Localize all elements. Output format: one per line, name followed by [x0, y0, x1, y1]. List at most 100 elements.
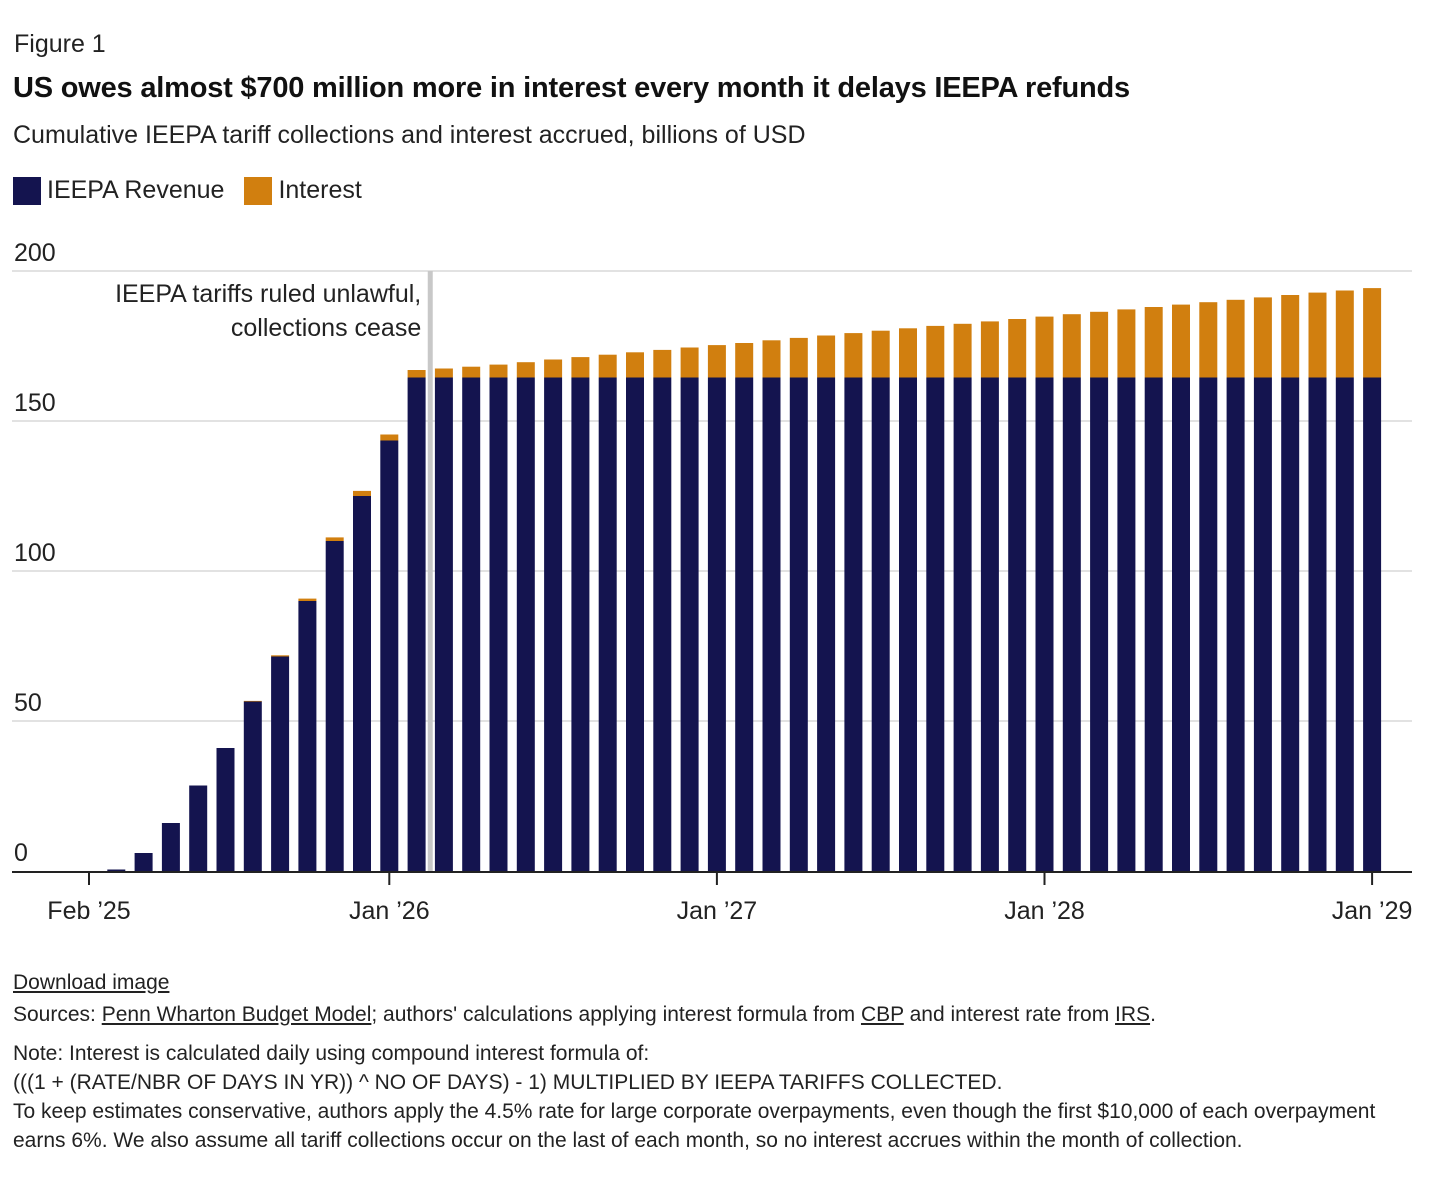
bar-interest	[735, 343, 754, 378]
bar-interest	[271, 655, 290, 657]
chart-subtitle: Cumulative IEEPA tariff collections and …	[13, 121, 806, 149]
bar-revenue	[762, 377, 781, 871]
bar-interest	[980, 321, 999, 378]
x-tick-label: Feb ’25	[47, 897, 130, 925]
bar-interest	[817, 335, 836, 378]
bar-interest	[407, 370, 426, 378]
y-tick-label: 50	[14, 689, 42, 717]
bar-revenue	[544, 377, 563, 871]
sources-mid-2: and interest rate from	[903, 1003, 1116, 1026]
note-line-2: (((1 + (RATE/NBR OF DAYS IN YR)) ^ NO OF…	[13, 1071, 1003, 1094]
bar-revenue	[735, 377, 754, 871]
bar-revenue	[271, 656, 290, 871]
bar-revenue	[380, 440, 399, 871]
legend-label-interest: Interest	[278, 176, 362, 204]
note-block: Note: Interest is calculated daily using…	[13, 1039, 1428, 1155]
legend-item-revenue: IEEPA Revenue	[13, 176, 224, 205]
bar-revenue	[216, 748, 235, 871]
legend-swatch-revenue	[13, 176, 41, 205]
bar-interest	[353, 490, 371, 496]
bar-revenue	[953, 377, 972, 871]
bar-interest	[1117, 309, 1136, 378]
bar-interest	[243, 700, 262, 702]
y-tick-label: 150	[14, 389, 56, 417]
chart-title: US owes almost $700 million more in inte…	[13, 72, 1130, 104]
bar-revenue	[161, 823, 180, 871]
note-line-3: To keep estimates conservative, authors …	[13, 1100, 1376, 1152]
sources-end: .	[1150, 1003, 1156, 1026]
y-tick-label: 100	[14, 539, 56, 567]
bar-interest	[1335, 290, 1354, 378]
bar-interest	[1199, 302, 1218, 378]
bar-revenue	[1281, 377, 1300, 871]
bar-revenue	[1144, 377, 1163, 871]
bar-revenue	[1308, 377, 1327, 871]
bar-revenue	[462, 377, 481, 871]
bar-interest	[1363, 288, 1382, 378]
bar-revenue	[434, 377, 453, 871]
bar-revenue	[107, 869, 126, 871]
bar-interest	[544, 359, 563, 378]
bar-interest	[653, 349, 672, 378]
annotation-line-1: IEEPA tariffs ruled unlawful,	[115, 280, 421, 308]
bar-interest	[1062, 314, 1081, 378]
bar-revenue	[1253, 377, 1272, 871]
bar-revenue	[598, 377, 617, 871]
bar-interest	[1172, 304, 1190, 378]
bar-interest	[1281, 295, 1300, 378]
bar-revenue	[844, 377, 863, 871]
source-link-irs[interactable]: IRS	[1115, 1003, 1151, 1026]
sources-line: Sources: Penn Wharton Budget Model; auth…	[13, 1003, 1156, 1027]
y-tick-label: 0	[14, 839, 28, 867]
bar-revenue	[134, 853, 153, 871]
bar-revenue	[789, 377, 808, 871]
bar-interest	[598, 354, 617, 378]
bar-interest	[926, 325, 945, 378]
bar-interest	[1035, 316, 1054, 378]
bar-revenue	[298, 601, 317, 871]
bars	[107, 288, 1382, 871]
bar-revenue	[325, 541, 344, 871]
bar-revenue	[1008, 377, 1027, 871]
bar-revenue	[1117, 377, 1136, 871]
bar-interest	[489, 364, 508, 378]
bar-interest	[1253, 297, 1272, 378]
bar-revenue	[980, 377, 999, 871]
y-tick-label: 200	[14, 239, 56, 267]
bar-revenue	[1363, 377, 1382, 871]
bar-revenue	[353, 496, 371, 871]
bar-revenue	[626, 377, 644, 871]
bar-interest	[1090, 311, 1109, 378]
bar-revenue	[680, 377, 699, 871]
bar-interest	[844, 333, 863, 378]
x-tick-label: Jan ’28	[1004, 897, 1085, 925]
bar-revenue	[1035, 377, 1054, 871]
source-link-cbp[interactable]: CBP	[860, 1003, 904, 1026]
bar-interest	[325, 537, 344, 541]
download-image-link[interactable]: Download image	[13, 971, 170, 994]
bar-interest	[762, 340, 781, 378]
bar-interest	[462, 366, 481, 378]
bar-revenue	[707, 377, 726, 871]
bar-revenue	[489, 377, 508, 871]
stacked-bar-chart: 0 50 100 150 200 IEEPA tariffs ruled unlawfu…	[12, 239, 1412, 925]
bar-interest	[1308, 292, 1327, 378]
legend-label-revenue: IEEPA Revenue	[47, 176, 225, 204]
bar-interest	[434, 368, 453, 378]
source-link-pwbm[interactable]: Penn Wharton Budget Model	[101, 1003, 372, 1026]
bar-interest	[789, 337, 808, 378]
bar-revenue	[516, 377, 535, 871]
legend-swatch-interest	[244, 176, 273, 205]
bar-revenue	[1172, 377, 1190, 871]
bar-revenue	[189, 785, 208, 871]
bar-interest	[380, 434, 399, 441]
bar-interest	[680, 347, 699, 378]
bar-interest	[298, 598, 317, 601]
bar-revenue	[926, 377, 945, 871]
bar-interest	[899, 328, 917, 378]
bar-interest	[516, 362, 535, 378]
bar-revenue	[1335, 377, 1354, 871]
bar-interest	[953, 323, 972, 378]
bar-interest	[707, 345, 726, 378]
x-tick-label: Jan ’27	[677, 897, 758, 925]
